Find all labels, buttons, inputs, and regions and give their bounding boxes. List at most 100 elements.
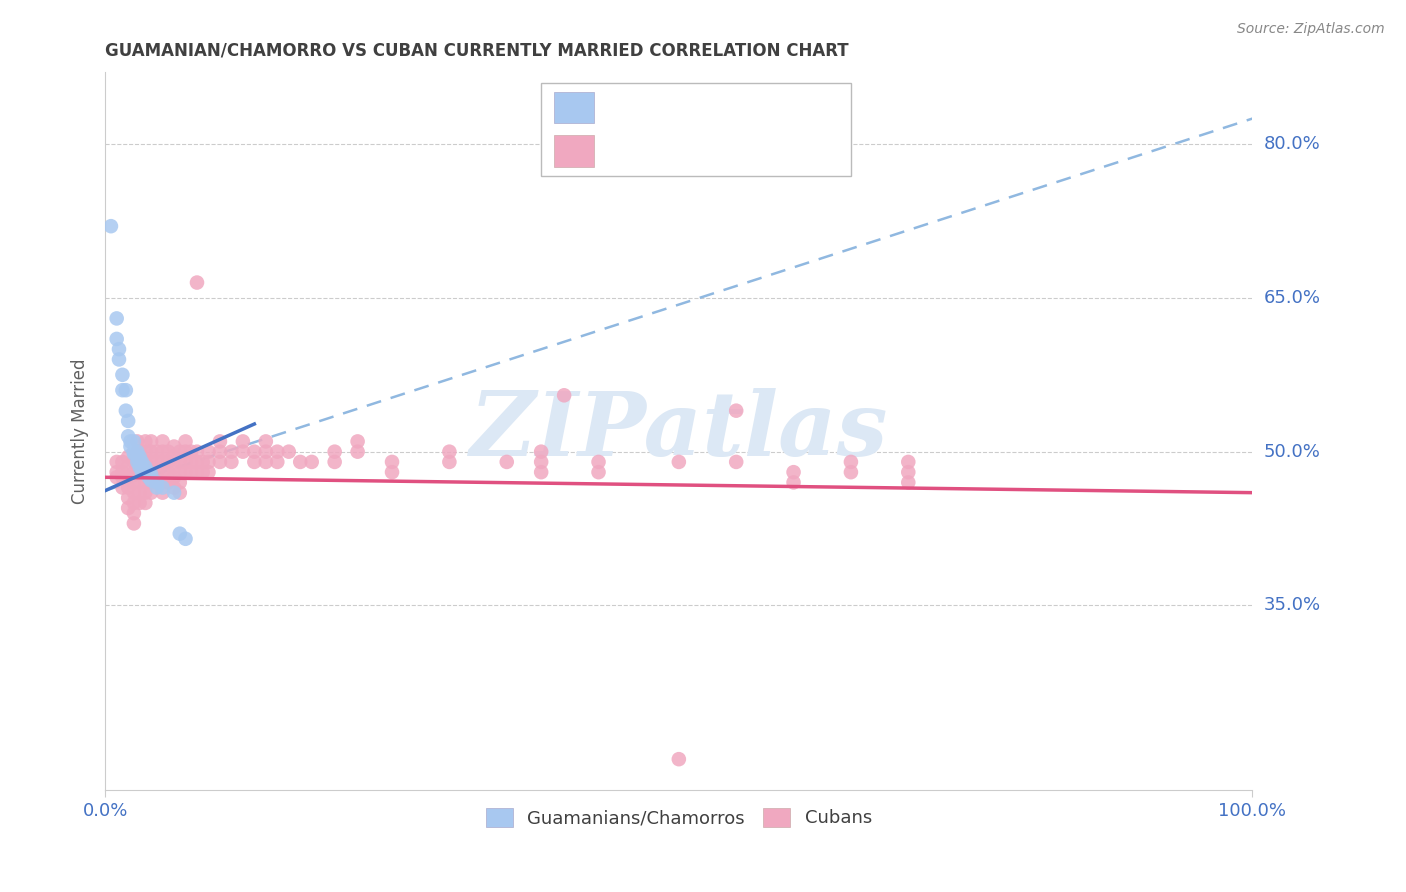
Text: 50.0%: 50.0% (1264, 442, 1320, 460)
Point (111, 383, 134, 397)
Point (381, 455, 404, 469)
Point (169, 475, 191, 490)
Point (243, 444, 266, 458)
Point (157, 455, 180, 469)
Point (152, 444, 174, 458)
Point (139, 455, 162, 469)
Point (152, 475, 174, 490)
Point (668, 455, 690, 469)
Text: 35.0%: 35.0% (1264, 597, 1320, 615)
Point (117, 501, 139, 516)
Point (346, 444, 368, 458)
Point (117, 450, 139, 464)
Point (115, 403, 138, 417)
Point (122, 516, 145, 531)
Point (128, 455, 150, 469)
Point (668, 752, 690, 766)
Point (128, 496, 150, 510)
Point (163, 440, 186, 454)
Point (128, 460, 150, 475)
Point (169, 485, 191, 500)
Point (180, 465, 202, 479)
Point (782, 465, 804, 479)
Point (254, 444, 277, 458)
Point (111, 455, 134, 469)
Point (163, 485, 186, 500)
Point (530, 465, 553, 479)
Point (122, 455, 145, 469)
Point (197, 444, 219, 458)
Point (897, 455, 920, 469)
Point (146, 475, 169, 490)
Point (139, 485, 162, 500)
Point (127, 455, 149, 469)
Point (232, 434, 254, 449)
Point (128, 444, 150, 458)
Point (117, 491, 139, 505)
Point (221, 455, 243, 469)
Point (180, 455, 202, 469)
Point (131, 460, 153, 475)
Point (157, 465, 180, 479)
Point (105, 455, 128, 469)
Point (839, 455, 862, 469)
Point (186, 444, 208, 458)
Point (169, 465, 191, 479)
Point (191, 455, 214, 469)
Point (122, 485, 145, 500)
Point (134, 496, 156, 510)
Point (163, 460, 186, 475)
Point (122, 475, 145, 490)
Point (115, 383, 138, 397)
Point (111, 465, 134, 479)
Point (152, 465, 174, 479)
Point (553, 388, 575, 402)
Point (108, 342, 131, 356)
Point (266, 455, 288, 469)
Point (588, 455, 610, 469)
Point (134, 465, 156, 479)
Point (128, 485, 150, 500)
Point (131, 455, 153, 469)
Point (839, 465, 862, 479)
Point (105, 332, 128, 346)
Point (134, 485, 156, 500)
Point (139, 475, 162, 490)
Point (254, 434, 277, 449)
Point (131, 465, 153, 479)
Point (134, 475, 156, 490)
Point (111, 481, 134, 495)
Point (139, 467, 162, 482)
Point (122, 496, 145, 510)
Point (588, 465, 610, 479)
Point (174, 444, 197, 458)
Point (197, 455, 219, 469)
Point (127, 450, 149, 464)
Point (186, 455, 208, 469)
Point (146, 475, 169, 490)
Point (111, 470, 134, 484)
Point (108, 352, 131, 367)
Point (122, 506, 145, 520)
Point (111, 368, 134, 382)
Point (128, 465, 150, 479)
Point (180, 444, 202, 458)
Point (782, 475, 804, 490)
Text: 65.0%: 65.0% (1264, 289, 1320, 307)
Point (122, 465, 145, 479)
Point (323, 444, 346, 458)
Text: ZIPatlas: ZIPatlas (470, 388, 887, 475)
Point (117, 481, 139, 495)
Point (157, 475, 180, 490)
Point (266, 444, 288, 458)
Point (152, 481, 174, 495)
Point (146, 465, 169, 479)
Point (105, 470, 128, 484)
Text: Source: ZipAtlas.com: Source: ZipAtlas.com (1237, 22, 1385, 37)
Point (277, 444, 299, 458)
Point (169, 444, 191, 458)
Point (197, 465, 219, 479)
Point (134, 444, 156, 458)
Point (100, 219, 122, 234)
Point (122, 434, 145, 449)
